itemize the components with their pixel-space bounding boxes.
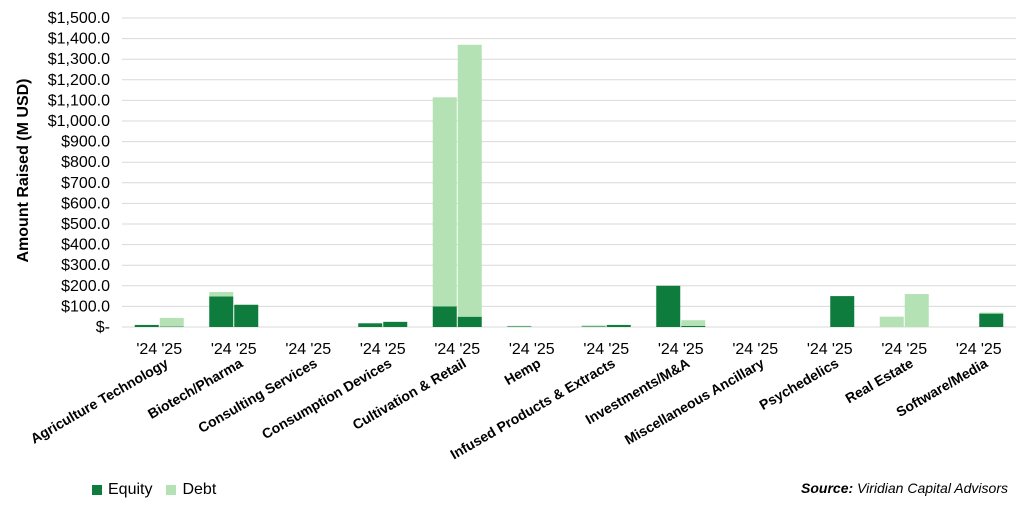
source-note: Source: Viridian Capital Advisors [801,480,1008,496]
y-tick-label: $600.0 [61,195,110,212]
x-category-label: Consulting Services [195,355,320,436]
x-sub-tick-label: '25 [683,341,704,358]
legend-label-debt: Debt [182,481,217,498]
x-sub-tick-label: '24 [136,341,157,358]
x-category-label: Agriculture Technology [28,355,171,447]
x-sub-tick-label: '24 [881,341,902,358]
x-sub-tick-label: '24 [583,341,604,358]
x-sub-tick-label: '24 [434,341,455,358]
x-sub-tick-label: '25 [757,341,778,358]
bar-equity [457,316,482,327]
bar-equity [134,324,159,327]
y-tick-label: $900.0 [61,134,110,151]
bar-equity [581,326,606,327]
bar-equity [979,313,1004,327]
bar-debt [457,44,482,317]
x-sub-tick-label: '25 [981,341,1002,358]
x-sub-tick-label: '24 [807,341,828,358]
y-tick-label: $1,000.0 [48,113,110,130]
x-sub-tick-label: '24 [360,341,381,358]
y-tick-label: $700.0 [61,175,110,192]
y-tick-label: $300.0 [61,257,110,274]
x-sub-tick-label: '25 [161,341,182,358]
y-tick-label: $1,100.0 [48,92,110,109]
x-sub-tick-label: '24 [211,341,232,358]
bar-debt [159,317,184,327]
bar-equity [606,324,631,327]
bar-equity [383,321,408,327]
x-sub-tick-label: '25 [832,341,853,358]
bar-debt [681,320,706,326]
x-category-label: Miscellaneous Ancillary [622,355,767,448]
x-category-label: Hemp [502,355,544,388]
bar-equity [209,296,234,327]
legend-item-debt: Debt [166,481,216,499]
x-sub-tick-label: '25 [534,341,555,358]
legend: Equity Debt [92,481,230,499]
bar-equity [830,296,855,327]
legend-item-equity: Equity [92,481,152,499]
x-sub-tick-label: '24 [732,341,753,358]
y-tick-label: $1,200.0 [48,72,110,89]
bar-equity [234,304,259,327]
bar-equity [507,326,532,327]
y-axis-title: Amount Raised (M USD) [15,79,32,263]
bar-debt [581,325,606,327]
bar-equity [656,285,681,327]
legend-swatch-equity [92,485,102,495]
bar-debt [904,294,929,327]
y-tick-label: $800.0 [61,154,110,171]
y-tick-label: $500.0 [61,216,110,233]
legend-swatch-debt [166,485,177,495]
y-tick-label: $1,400.0 [48,31,110,48]
y-tick-label: $1,500.0 [48,10,110,27]
y-tick-label: $1,300.0 [48,51,110,68]
x-sub-tick-label: '25 [608,341,629,358]
x-category-label: Consumption Devices [259,355,395,442]
bar-debt [507,325,532,327]
bar-debt [879,316,904,327]
x-category-label: Psychedelics [756,355,841,413]
y-tick-label: $100.0 [61,298,110,315]
bar-debt [979,312,1004,314]
x-sub-tick-label: '25 [906,341,927,358]
bar-equity [358,323,383,327]
y-tick-label: $- [96,319,110,336]
source-label: Source: [801,480,854,496]
y-tick-label: $200.0 [61,278,110,295]
y-tick-label: $400.0 [61,237,110,254]
x-sub-tick-label: '25 [459,341,480,358]
x-sub-tick-label: '24 [658,341,679,358]
x-sub-tick-label: '25 [236,341,257,358]
legend-label-equity: Equity [108,481,153,498]
x-sub-tick-label: '25 [385,341,406,358]
bar-debt [432,97,457,307]
x-sub-tick-label: '24 [285,341,306,358]
x-sub-tick-label: '25 [310,341,331,358]
bar-equity [432,306,457,327]
bar-debt [209,291,234,297]
x-sub-tick-label: '24 [509,341,530,358]
x-sub-tick-label: '24 [956,341,977,358]
source-text: Viridian Capital Advisors [857,480,1008,496]
chart-svg: $- $100.0 $200.0 $300.0 $400.0 $500.0 $600.0 $7… [15,10,1016,462]
bar-equity [681,325,706,327]
